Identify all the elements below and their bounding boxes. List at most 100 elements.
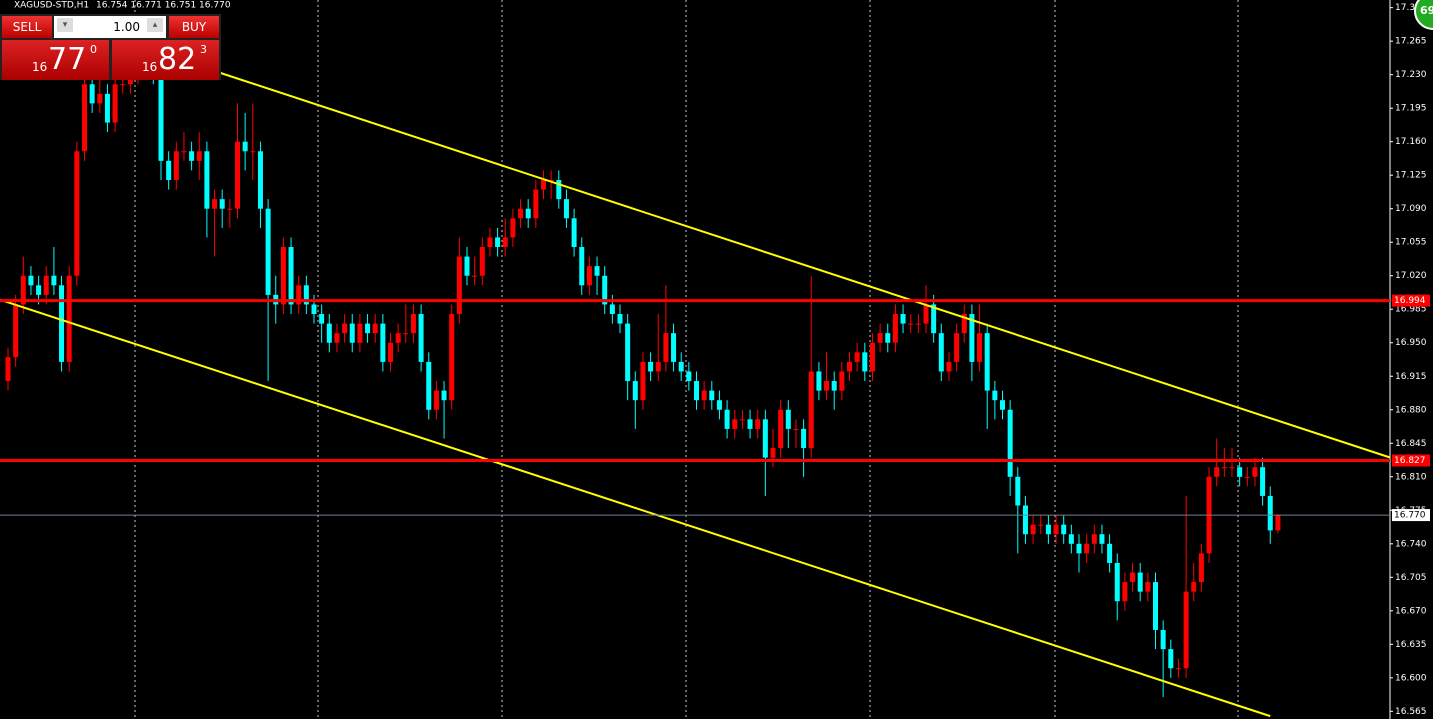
y-tick-label: 16.670	[1395, 606, 1427, 616]
lots-down[interactable]: ▾	[57, 18, 73, 32]
lots-up[interactable]: ▴	[147, 18, 163, 32]
candle-body	[1198, 553, 1204, 583]
candle-body	[1153, 582, 1158, 630]
y-tick-label: 16.810	[1395, 472, 1427, 482]
candle-body	[1091, 534, 1097, 544]
candle-body	[82, 84, 87, 152]
candle-body	[586, 266, 592, 286]
candle-body	[495, 237, 501, 248]
buy-price[interactable]: 16 82 3	[112, 40, 219, 80]
candle-body	[1267, 495, 1273, 531]
sell-price[interactable]: 16 77 0	[2, 40, 109, 80]
candle-body	[801, 428, 807, 449]
candle-body	[556, 179, 562, 200]
y-tick-label: 17.265	[1395, 37, 1427, 47]
candle-body	[120, 84, 126, 86]
level-line-label: 16.994	[1394, 296, 1426, 306]
candle-body	[579, 247, 585, 286]
level-line-label: 16.827	[1394, 456, 1426, 466]
candle-body	[915, 323, 921, 325]
y-tick-label: 17.160	[1395, 137, 1427, 147]
candle-body	[655, 361, 661, 372]
candle-body	[219, 199, 225, 209]
candle-body	[1107, 543, 1113, 563]
candle-body	[380, 323, 386, 362]
candle-body	[502, 237, 508, 248]
y-tick-label: 16.915	[1395, 372, 1427, 382]
candle-body	[89, 84, 95, 104]
candle-body	[1137, 572, 1143, 592]
candle-body	[265, 208, 271, 295]
price-big: 16	[142, 60, 158, 74]
candle-body	[1260, 467, 1266, 496]
candle-body	[992, 390, 998, 401]
candle-body	[946, 361, 952, 372]
price-main: 82	[158, 42, 197, 77]
candle-body	[357, 323, 363, 343]
candle-body	[854, 352, 860, 362]
buy-button[interactable]: BUY	[169, 16, 219, 38]
candle-body	[66, 275, 72, 362]
candle-body	[319, 314, 325, 324]
candle-body	[449, 314, 455, 401]
candle-body	[602, 275, 608, 305]
candle-body	[785, 409, 791, 429]
candle-body	[892, 314, 898, 343]
candle-body	[839, 371, 845, 391]
lots-input[interactable]: 1.00	[54, 16, 166, 38]
candle-body	[869, 342, 875, 372]
candle-body	[938, 333, 944, 372]
candle-body	[227, 208, 233, 210]
candle-body	[969, 314, 975, 362]
candle-body	[1114, 562, 1120, 602]
candle-body	[1076, 543, 1082, 554]
y-tick-label: 16.985	[1395, 305, 1427, 315]
candle-body	[739, 419, 745, 421]
candle-body	[403, 333, 409, 335]
candle-body	[97, 93, 103, 104]
candle-body	[908, 323, 914, 325]
candle-body	[847, 361, 852, 372]
candle-body	[1275, 515, 1281, 531]
candle-body	[954, 333, 960, 362]
candle-body	[984, 333, 990, 391]
current-price-line-label-box	[1392, 509, 1430, 522]
candle-body	[678, 361, 684, 372]
y-tick-label: 17.300	[1395, 3, 1427, 13]
y-tick-label: 16.635	[1395, 640, 1427, 650]
candle-body	[518, 208, 524, 219]
candle-body	[594, 266, 600, 276]
candle-body	[1022, 505, 1028, 535]
candle-body	[5, 357, 11, 382]
candle-body	[342, 323, 348, 334]
candle-body	[13, 304, 19, 358]
candle-body	[372, 323, 378, 334]
candle-body	[334, 333, 340, 343]
candle-body	[755, 419, 761, 429]
symbol: XAGUSD-STD,H1	[14, 1, 89, 11]
candle-body	[1099, 534, 1105, 544]
candle-body	[716, 400, 722, 410]
candle-body	[1030, 524, 1036, 535]
candle-body	[625, 323, 631, 382]
candle-body	[770, 448, 776, 458]
candle-body	[235, 141, 240, 209]
y-tick-label: 17.020	[1395, 271, 1427, 281]
candle-body	[686, 371, 692, 382]
candle-body	[204, 151, 210, 209]
candle-body	[158, 74, 164, 161]
candle-body	[609, 304, 615, 315]
candle-body	[36, 285, 42, 295]
candle-body	[196, 151, 202, 161]
candle-body	[862, 352, 868, 372]
sell-button[interactable]: SELL	[2, 16, 52, 38]
candle-body	[1053, 524, 1059, 535]
candle-body	[410, 314, 416, 334]
candle-body	[166, 160, 172, 180]
candle-body	[632, 381, 638, 401]
quote: 16.754 16.771 16.751 16.770	[96, 1, 231, 11]
candle-body	[296, 285, 302, 305]
current-price-line-label: 16.770	[1394, 511, 1426, 521]
